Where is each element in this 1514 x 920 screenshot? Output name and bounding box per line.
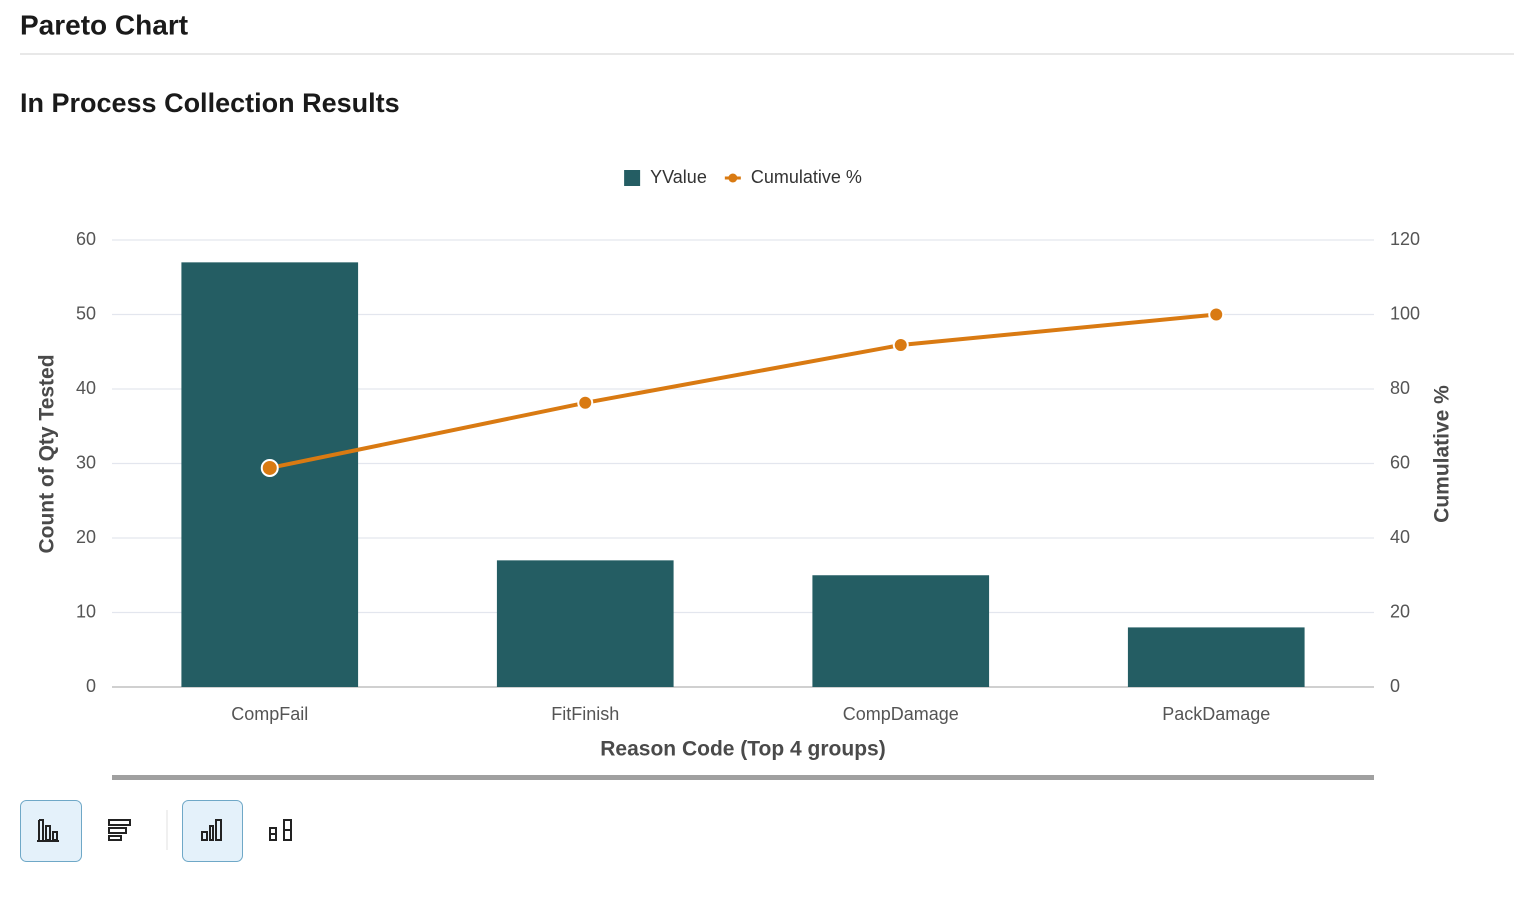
x-tick-label: FitFinish [551,704,619,724]
legend-label: YValue [650,167,707,187]
line-point [260,458,279,477]
y-tick-label: 0 [86,676,96,696]
page-title: Pareto Chart [20,9,188,40]
y2-tick-label: 20 [1390,601,1410,621]
chart-title: In Process Collection Results [20,88,400,118]
y-tick-label: 20 [76,527,96,547]
y2-tick-label: 100 [1390,303,1420,323]
y-tick-label: 50 [76,303,96,323]
y2-tick-label: 0 [1390,676,1400,696]
grouped-button[interactable] [182,800,243,862]
y2-axis-title: Cumulative % [1431,385,1454,523]
y-tick-label: 60 [76,229,96,249]
x-tick-label: PackDamage [1162,704,1270,724]
stacked-button[interactable] [269,819,292,841]
x-axis-title: Reason Code (Top 4 groups) [600,738,885,761]
bar [496,560,674,687]
line-point [892,337,909,354]
y-axis-title: Count of Qty Tested [36,354,59,553]
scrollbar[interactable] [112,775,1374,780]
y-tick-label: 10 [76,601,96,621]
y2-tick-label: 120 [1390,229,1420,249]
bar-horizontal-button[interactable] [108,819,131,841]
y2-tick-label: 60 [1390,452,1410,472]
legend-swatch [624,170,641,186]
bar [1127,627,1305,687]
y2-tick-label: 40 [1390,527,1410,547]
x-tick-label: CompDamage [843,704,959,724]
y-tick-label: 40 [76,378,96,398]
x-tick-label: CompFail [231,704,308,724]
line [269,312,1217,470]
line-point [1208,306,1225,323]
bar-vertical-button[interactable] [20,800,82,862]
line-point [577,394,594,411]
legend-label: Cumulative % [751,167,862,187]
y2-tick-label: 80 [1390,378,1410,398]
bar [812,575,990,687]
legend-dot [728,173,738,183]
y-tick-label: 30 [76,452,96,472]
